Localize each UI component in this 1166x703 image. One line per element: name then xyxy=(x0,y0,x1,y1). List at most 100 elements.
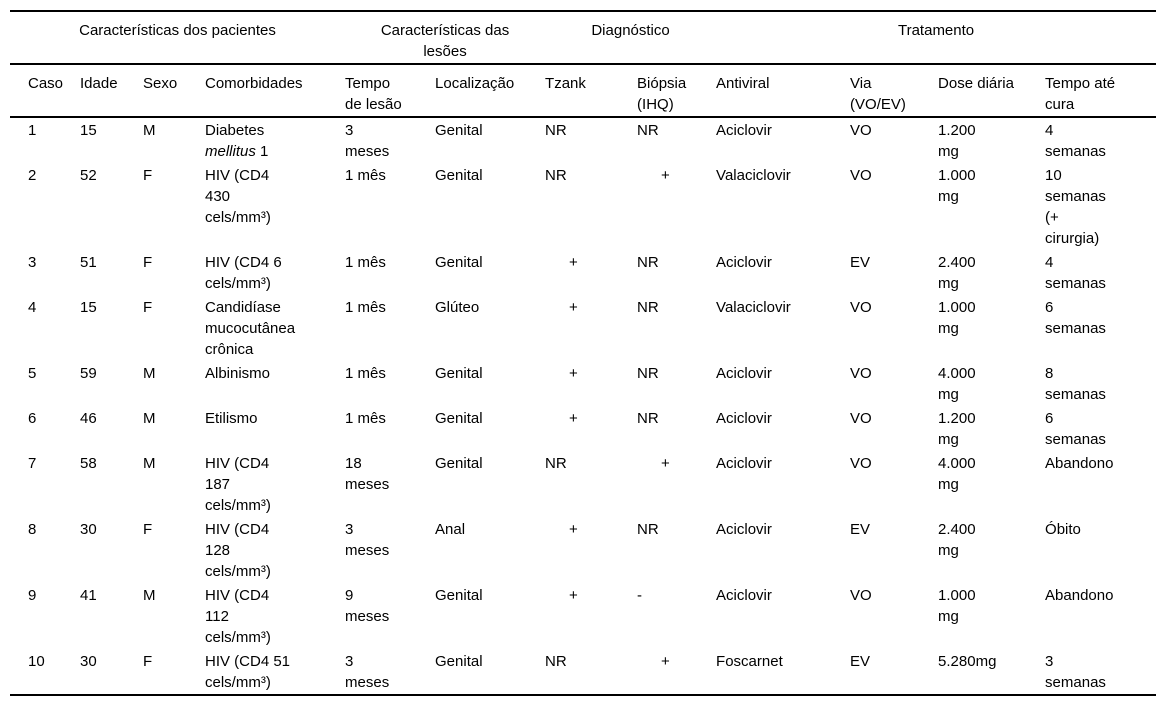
cell-sexo: M xyxy=(143,122,156,139)
column-header-sexo: Sexo xyxy=(143,64,205,118)
cell-tempo-ate-cura: 4 semanas xyxy=(1045,254,1106,292)
table-row: 4 15 F Candidíase mucocutânea crônica 1 mês G… xyxy=(10,295,1156,361)
cell-caso: 7 xyxy=(28,455,37,472)
cell-sexo: F xyxy=(143,299,153,316)
cell-sexo: F xyxy=(143,167,153,184)
cell-antiviral: Valaciclovir xyxy=(716,167,791,184)
cell-biopsia-ihq: NR xyxy=(637,365,659,382)
column-header-tzank: Tzank xyxy=(545,64,638,118)
cell-tempo-de-lesao: 3 meses xyxy=(345,653,390,691)
cell-caso: 10 xyxy=(28,653,45,670)
cell-biopsia-ihq: - xyxy=(637,587,643,604)
cell-tempo-de-lesao: 3 meses xyxy=(345,122,390,160)
table-row: 3 51 F HIV (CD4 6 cels/mm³) 1 mês Genital + NR A… xyxy=(10,250,1156,295)
cell-localizacao: Glúteo xyxy=(435,299,480,316)
cell-dose-diaria: 1.000 mg xyxy=(938,587,976,625)
cell-idade: 30 xyxy=(80,521,97,538)
cell-biopsia-ihq: NR xyxy=(637,410,659,427)
cell-tzank: NR xyxy=(545,653,567,670)
cell-dose-diaria: 1.000 mg xyxy=(938,299,976,337)
column-header-comorbidades: Comorbidades xyxy=(205,64,346,118)
column-header-row: Caso Idade Sexo Comorbidades Tempo de le… xyxy=(10,64,1157,118)
cell-localizacao: Genital xyxy=(435,587,483,604)
cell-tempo-ate-cura: Abandono xyxy=(1045,455,1114,472)
cell-tzank: + xyxy=(569,299,578,316)
text-segment: 1 xyxy=(255,143,269,160)
cell-tempo-de-lesao: 9 meses xyxy=(345,587,390,625)
cell-tempo-ate-cura: 8 semanas xyxy=(1045,365,1106,403)
table-row: 10 30 F HIV (CD4 51 cels/mm³) 3 meses Genital… xyxy=(10,649,1156,695)
cell-caso: 1 xyxy=(28,122,37,139)
cell-tempo-de-lesao: 1 mês xyxy=(345,254,386,271)
cell-comorbidades: HIV (CD4 430 cels/mm³) xyxy=(205,167,271,226)
cell-tempo-de-lesao: 3 meses xyxy=(345,521,390,559)
table-row: 6 46 M Etilismo 1 mês Genital + NR Aciclovir VO 1.… xyxy=(10,406,1156,451)
cell-tempo-de-lesao: 1 mês xyxy=(345,410,386,427)
cell-idade: 58 xyxy=(80,455,97,472)
cell-comorbidades: Etilismo xyxy=(205,410,258,427)
cell-comorbidades: HIV (CD4 187 cels/mm³) xyxy=(205,455,271,514)
cell-tempo-ate-cura: Óbito xyxy=(1045,521,1081,538)
text-segment: Diabetes xyxy=(205,122,265,139)
cell-biopsia-ihq: NR xyxy=(637,521,659,538)
cell-sexo: M xyxy=(143,410,156,427)
cell-via: EV xyxy=(850,254,871,271)
cell-dose-diaria: 1.000 mg xyxy=(938,167,976,205)
group-header-caracteristicas-pacientes: Características dos pacientes xyxy=(10,11,346,65)
cell-biopsia-ihq: + xyxy=(661,653,670,670)
cell-sexo: F xyxy=(143,254,153,271)
cell-caso: 3 xyxy=(28,254,37,271)
group-header-caracteristicas-lesoes: Características das lesões xyxy=(345,11,546,65)
cell-tempo-de-lesao: 18 meses xyxy=(345,455,390,493)
cell-antiviral: Aciclovir xyxy=(716,122,772,139)
cell-antiviral: Aciclovir xyxy=(716,410,772,427)
cell-antiviral: Aciclovir xyxy=(716,254,772,271)
group-header-diagnostico: Diagnóstico xyxy=(545,11,717,65)
cell-dose-diaria: 2.400 mg xyxy=(938,254,976,292)
cell-localizacao: Anal xyxy=(435,521,466,538)
cell-sexo: M xyxy=(143,455,156,472)
cell-tempo-ate-cura: 6 semanas xyxy=(1045,410,1106,448)
cell-idade: 30 xyxy=(80,653,97,670)
cell-idade: 52 xyxy=(80,167,97,184)
cell-via: VO xyxy=(850,167,872,184)
cell-via: EV xyxy=(850,653,871,670)
cell-tempo-ate-cura: 3 semanas xyxy=(1045,653,1106,691)
cell-idade: 51 xyxy=(80,254,97,271)
cell-localizacao: Genital xyxy=(435,455,483,472)
cell-antiviral: Aciclovir xyxy=(716,455,772,472)
cell-dose-diaria: 1.200 mg xyxy=(938,122,976,160)
cell-caso: 5 xyxy=(28,365,37,382)
cell-tempo-ate-cura: 6 semanas xyxy=(1045,299,1106,337)
cell-antiviral: Aciclovir xyxy=(716,365,772,382)
cell-localizacao: Genital xyxy=(435,410,483,427)
cell-tzank: + xyxy=(569,587,578,604)
cell-caso: 4 xyxy=(28,299,37,316)
table-row: 7 58 M HIV (CD4 187 cels/mm³) 18 meses Genita… xyxy=(10,451,1156,517)
cell-tzank: + xyxy=(569,254,578,271)
cell-sexo: F xyxy=(143,521,153,538)
cell-idade: 59 xyxy=(80,365,97,382)
cell-dose-diaria: 4.000 mg xyxy=(938,365,976,403)
cell-comorbidades: Candidíase mucocutânea crônica xyxy=(205,299,296,358)
cell-dose-diaria: 5.280mg xyxy=(938,653,997,670)
cell-via: EV xyxy=(850,521,871,538)
cell-biopsia-ihq: NR xyxy=(637,299,659,316)
italic-text: mellitus xyxy=(205,143,256,160)
cell-caso: 8 xyxy=(28,521,37,538)
cell-antiviral: Foscarnet xyxy=(716,653,783,670)
cell-idade: 15 xyxy=(80,299,97,316)
cell-comorbidades: HIV (CD4 6 cels/mm³) xyxy=(205,254,282,292)
cell-tzank: NR xyxy=(545,167,567,184)
column-header-tempo-ate-cura: Tempo até cura xyxy=(1045,64,1157,118)
column-header-caso: Caso xyxy=(10,64,80,118)
column-header-dose-diaria: Dose diária xyxy=(938,64,1046,118)
cell-tempo-ate-cura: 10 semanas (+ cirurgia) xyxy=(1045,167,1106,247)
column-header-via: Via (VO/EV) xyxy=(850,64,939,118)
cell-localizacao: Genital xyxy=(435,653,483,670)
cell-idade: 46 xyxy=(80,410,97,427)
table-row: 8 30 F HIV (CD4 128 cels/mm³) 3 meses Anal + NR… xyxy=(10,517,1156,583)
column-header-biopsia-ihq: Biópsia (IHQ) xyxy=(637,64,717,118)
